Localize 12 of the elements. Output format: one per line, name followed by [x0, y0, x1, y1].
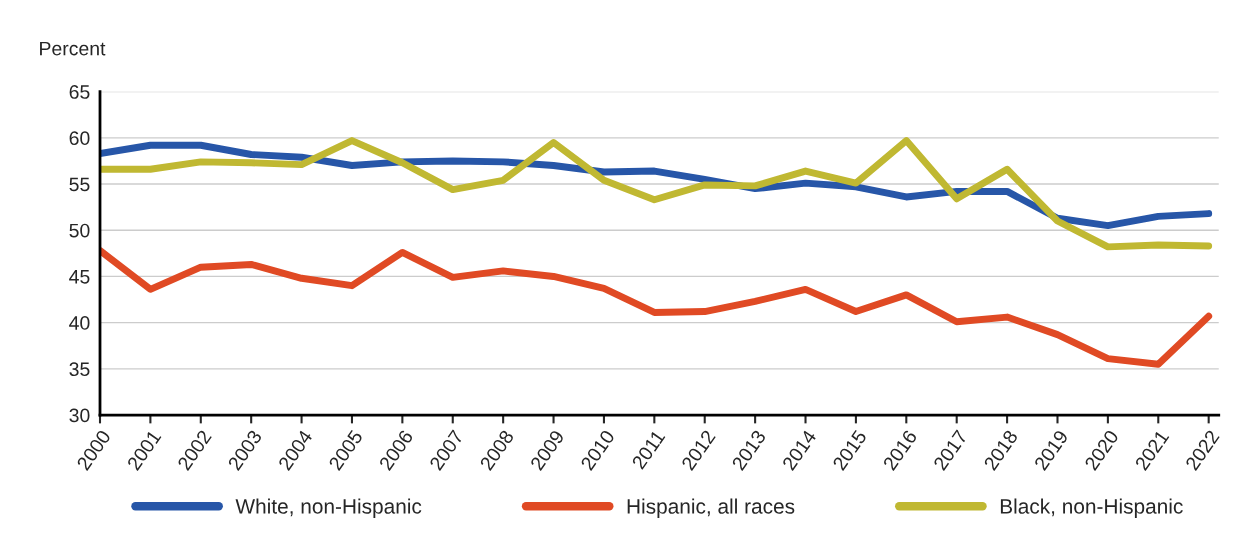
legend-label: White, non-Hispanic — [235, 498, 422, 518]
y-tick-label: 35 — [69, 362, 90, 377]
y-axis-title: Percent — [40, 41, 106, 56]
y-tick-label: 65 — [69, 85, 90, 99]
y-tick-label: 30 — [69, 408, 90, 423]
y-tick-label: 55 — [69, 177, 90, 192]
y-tick-label: 45 — [69, 270, 90, 284]
legend-label: Black, non-Hispanic — [1000, 498, 1183, 518]
y-tick-label: 60 — [69, 131, 90, 146]
y-tick-label: 50 — [69, 223, 90, 238]
legend-label: Hispanic, all races — [627, 498, 795, 518]
y-tick-label: 40 — [69, 316, 90, 330]
